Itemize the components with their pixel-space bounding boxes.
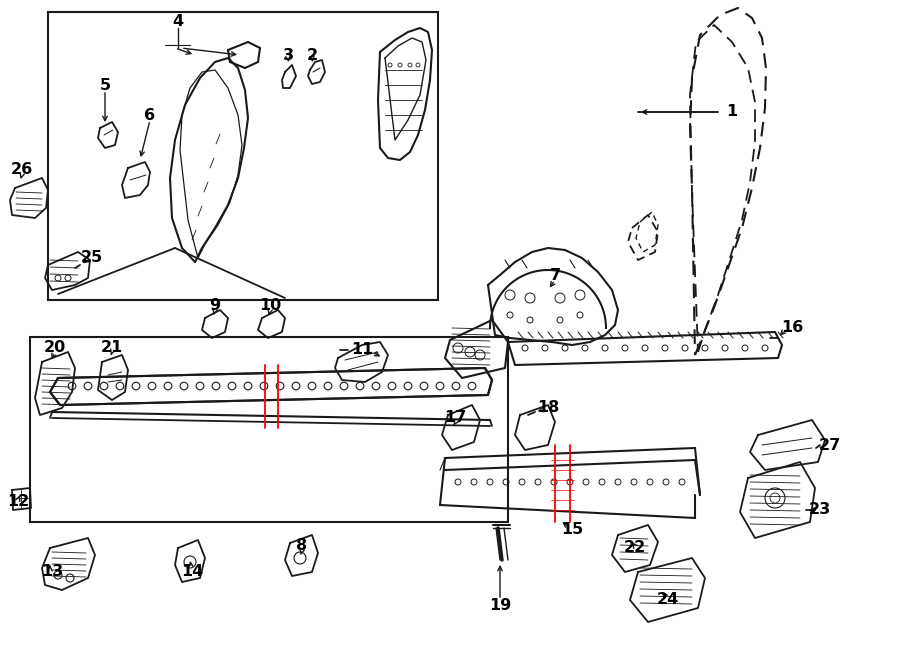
Text: 22: 22 (624, 540, 646, 555)
Text: 5: 5 (99, 77, 111, 93)
Text: 25: 25 (81, 250, 104, 265)
Text: 16: 16 (781, 320, 803, 336)
Text: 19: 19 (489, 598, 511, 612)
Text: 20: 20 (44, 340, 66, 355)
Text: 2: 2 (306, 48, 318, 62)
Text: 24: 24 (657, 592, 680, 608)
Text: 17: 17 (444, 410, 466, 426)
Text: 21: 21 (101, 340, 123, 355)
Text: 27: 27 (819, 438, 842, 453)
Text: 11: 11 (351, 342, 374, 357)
Text: 10: 10 (259, 297, 281, 312)
Text: 9: 9 (210, 297, 220, 312)
Text: 4: 4 (173, 15, 184, 30)
Text: 23: 23 (809, 502, 831, 518)
Text: 1: 1 (726, 105, 738, 120)
Text: 14: 14 (181, 565, 203, 579)
Text: 8: 8 (296, 538, 308, 553)
Text: 18: 18 (537, 401, 559, 416)
Text: 3: 3 (283, 48, 293, 62)
Text: 26: 26 (11, 162, 33, 177)
Text: 15: 15 (561, 522, 583, 538)
Text: 6: 6 (144, 107, 156, 122)
Text: 12: 12 (7, 495, 29, 510)
Bar (30, 337, 508, 522)
Text: 13: 13 (40, 565, 63, 579)
Text: 7: 7 (549, 267, 561, 283)
Bar (48, 12, 438, 300)
